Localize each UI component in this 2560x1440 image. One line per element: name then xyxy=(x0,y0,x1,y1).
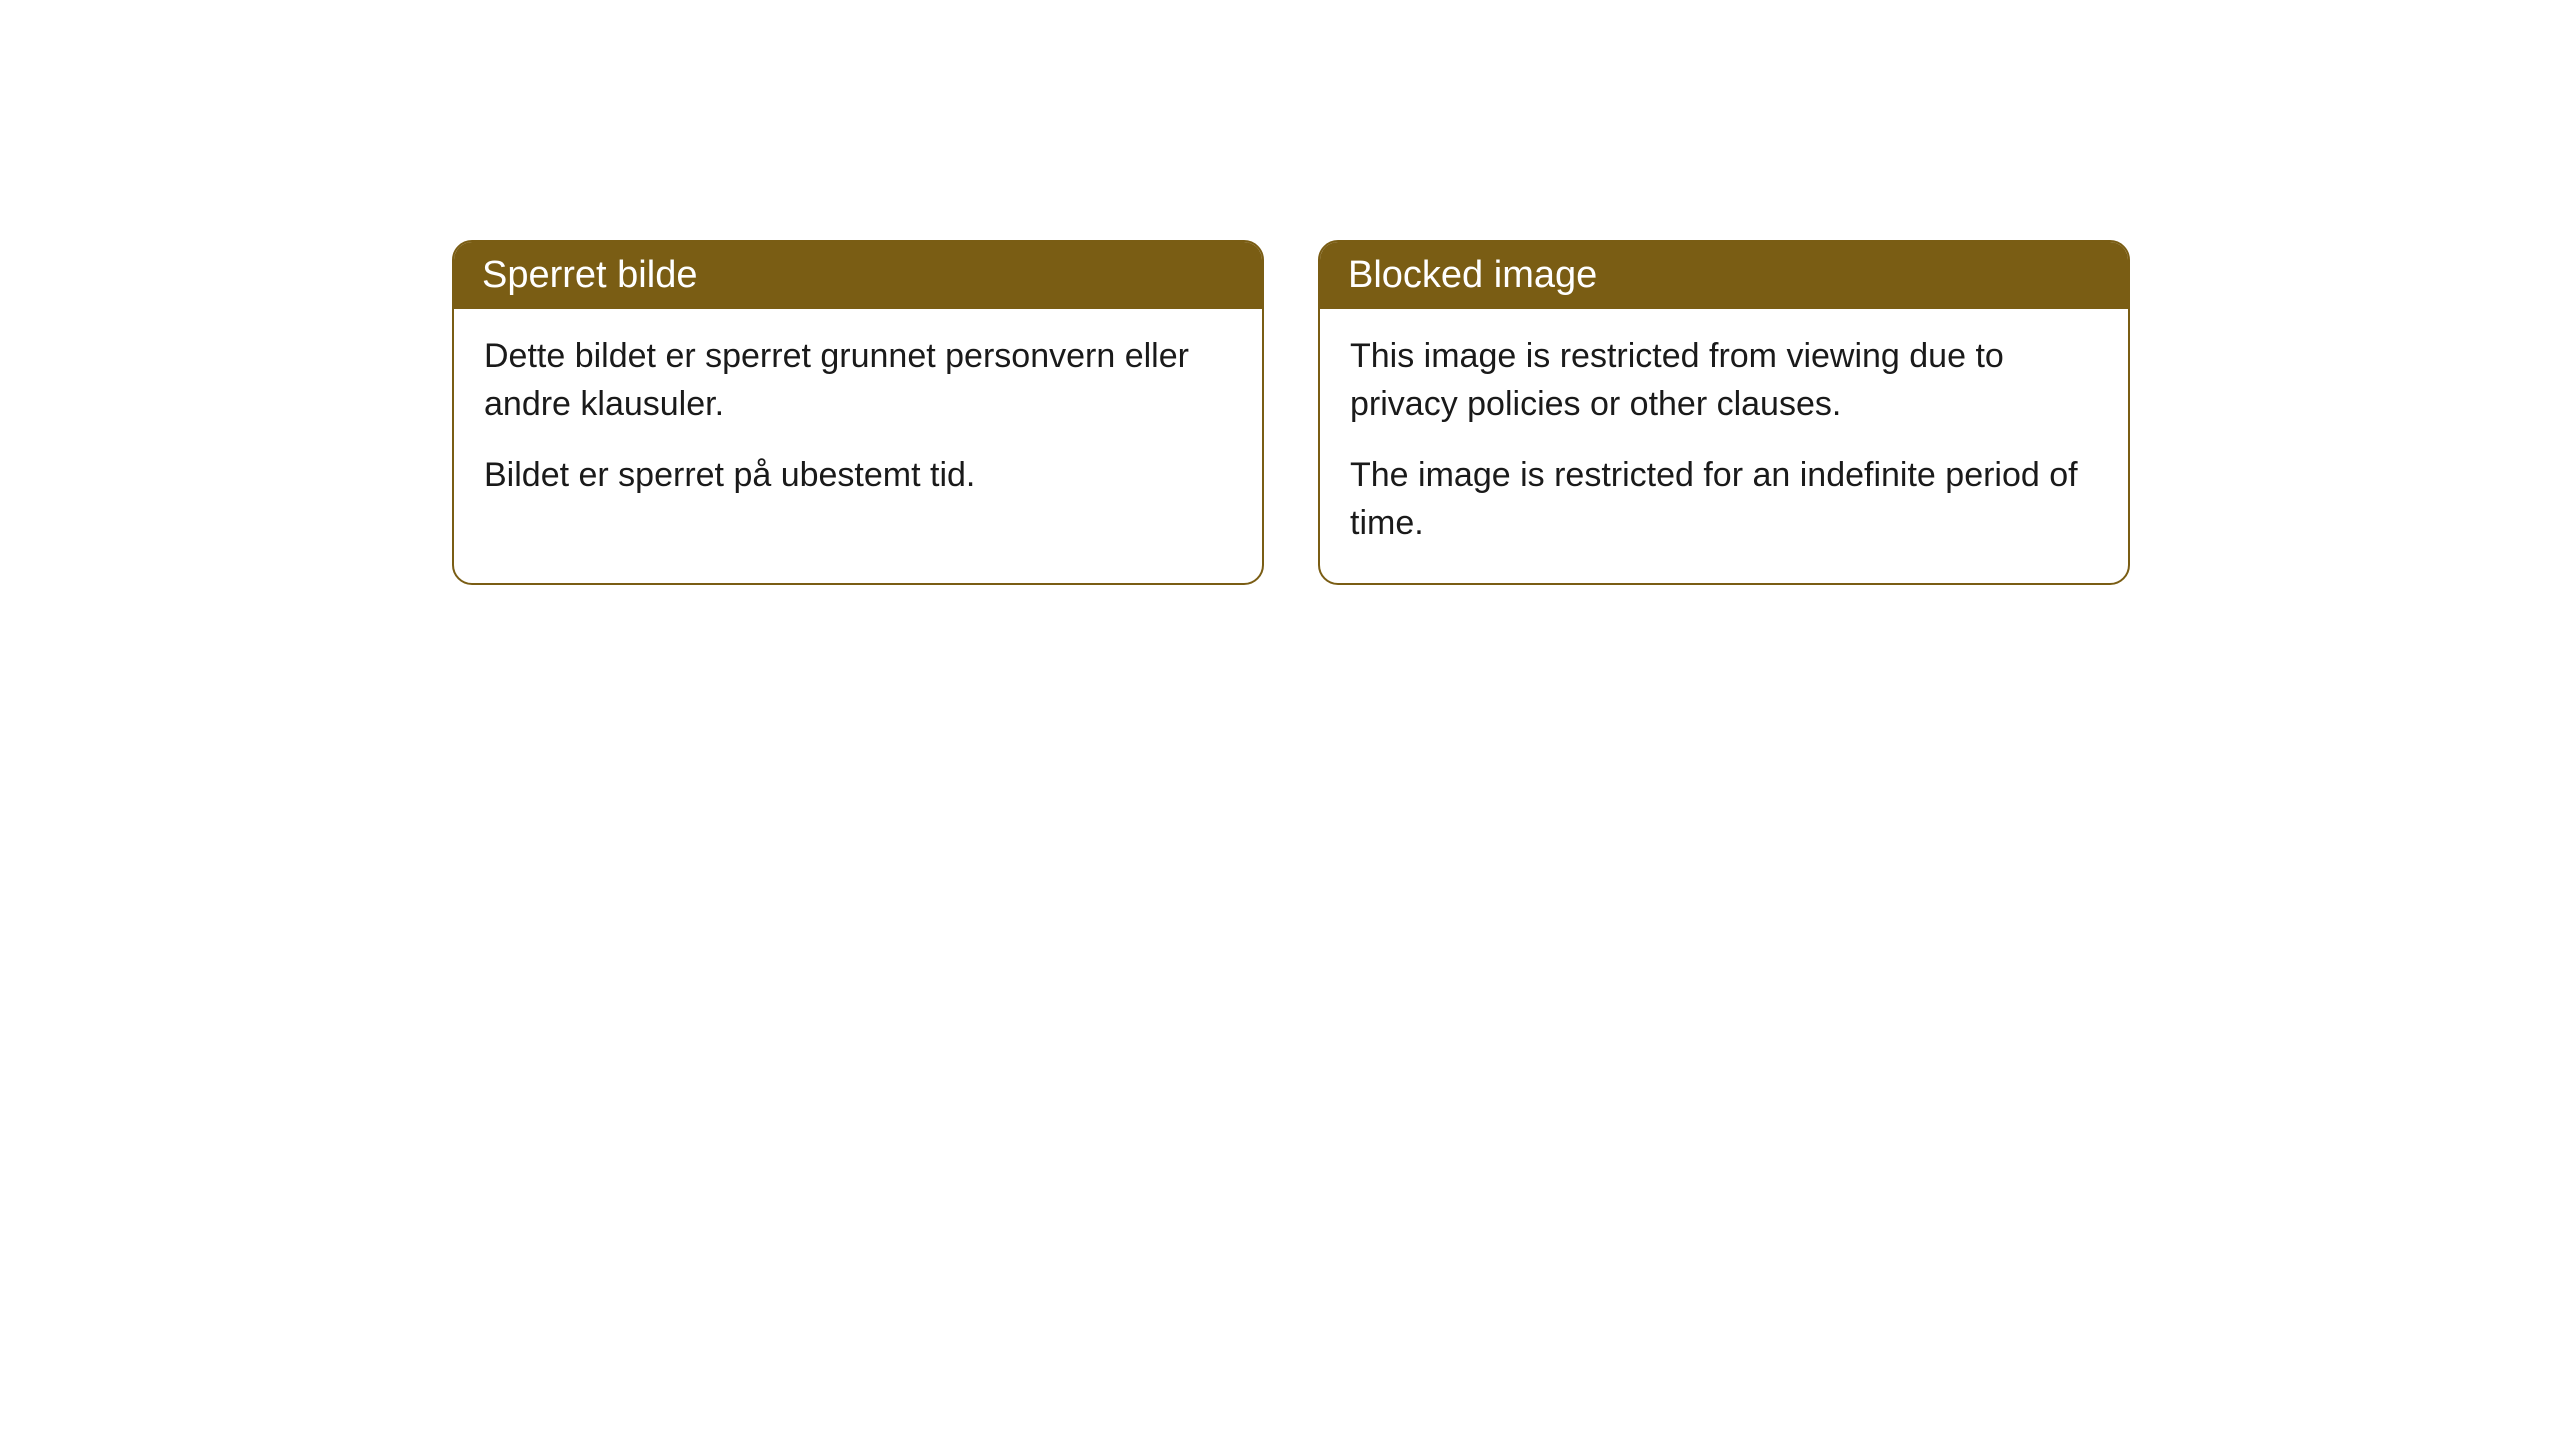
card-body: This image is restricted from viewing du… xyxy=(1320,309,2128,583)
card-title: Blocked image xyxy=(1348,254,1597,296)
card-header: Sperret bilde xyxy=(454,242,1262,309)
card-paragraph: Bildet er sperret på ubestemt tid. xyxy=(484,452,1232,500)
notice-cards-container: Sperret bilde Dette bildet er sperret gr… xyxy=(452,240,2130,585)
notice-card-english: Blocked image This image is restricted f… xyxy=(1318,240,2130,585)
notice-card-norwegian: Sperret bilde Dette bildet er sperret gr… xyxy=(452,240,1264,585)
card-header: Blocked image xyxy=(1320,242,2128,309)
card-title: Sperret bilde xyxy=(482,254,697,296)
card-body: Dette bildet er sperret grunnet personve… xyxy=(454,309,1262,536)
card-paragraph: This image is restricted from viewing du… xyxy=(1350,333,2098,428)
card-paragraph: Dette bildet er sperret grunnet personve… xyxy=(484,333,1232,428)
card-paragraph: The image is restricted for an indefinit… xyxy=(1350,452,2098,547)
